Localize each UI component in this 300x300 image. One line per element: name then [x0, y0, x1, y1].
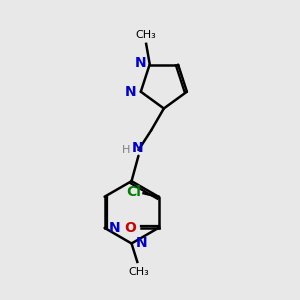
Text: O: O: [125, 221, 136, 235]
Text: Cl: Cl: [126, 185, 141, 199]
Text: CH₃: CH₃: [128, 266, 149, 277]
Text: N: N: [136, 236, 147, 250]
Text: N: N: [125, 85, 136, 99]
Text: N: N: [109, 221, 120, 235]
Text: N: N: [131, 141, 143, 154]
Text: N: N: [134, 56, 146, 70]
Text: CH₃: CH₃: [136, 30, 157, 40]
Text: H: H: [122, 145, 130, 154]
